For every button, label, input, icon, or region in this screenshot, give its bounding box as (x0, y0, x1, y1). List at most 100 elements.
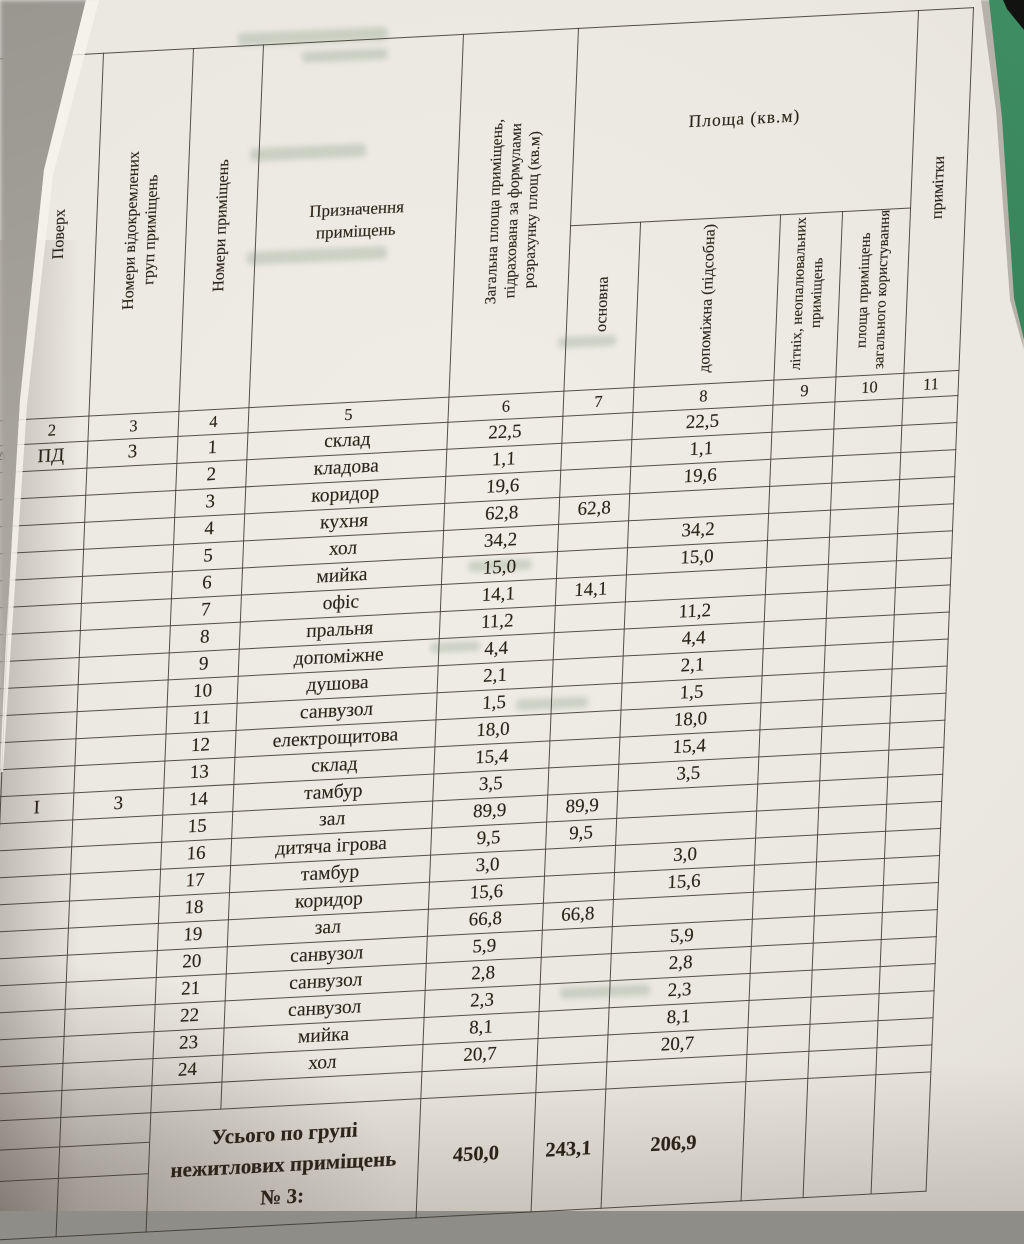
cell-notes (888, 720, 945, 751)
cell-summer-area (749, 970, 813, 1001)
cell-summer-area (741, 1078, 808, 1201)
cell-floor (0, 1117, 61, 1241)
cell-room-number: 1 (176, 432, 248, 464)
cell-summer-area (762, 645, 826, 676)
header-purpose: Призначення приміщень (248, 34, 464, 408)
cell-summer-area (752, 888, 816, 920)
cell-room-number: 22 (154, 1000, 226, 1032)
cell-notes (882, 882, 939, 913)
header-common-area: площа приміщень загального користування (835, 207, 911, 377)
cell-notes (898, 476, 955, 507)
cell-floor (0, 846, 72, 878)
cell-floor (8, 576, 83, 608)
cell-room-number: 21 (155, 973, 227, 1005)
cell-common-area (828, 533, 898, 565)
header-total-area-label: Загальна площа приміщень, підрахована за… (481, 118, 544, 305)
cell-floor (5, 657, 80, 689)
cell-common-area (829, 506, 899, 538)
cell-notes (891, 666, 948, 697)
cell-notes (879, 963, 936, 994)
cell-main-area (553, 628, 625, 660)
cell-common-area (824, 641, 894, 673)
cell-room-number: 7 (170, 595, 242, 626)
cell-common-area (816, 831, 886, 862)
column-number: 9 (772, 376, 836, 406)
cell-notes (881, 909, 938, 940)
cell-room-number: 9 (168, 649, 240, 680)
cell-notes (901, 395, 958, 426)
cell-room-number: 4 (173, 513, 245, 545)
cell-notes (896, 530, 953, 561)
cell-main-area (554, 601, 626, 633)
cell-room-number: 19 (157, 919, 229, 951)
cell-floor (11, 495, 86, 527)
cell-summer-area (761, 672, 825, 703)
totals-aux-area: 206,9 (601, 1081, 746, 1209)
cell-notes (892, 639, 949, 669)
cell-floor (7, 603, 82, 635)
cell-main-area (561, 412, 633, 444)
cell-room-number: 12 (164, 730, 237, 762)
header-main-area: основна (563, 222, 641, 392)
cell-summer-area (753, 861, 817, 893)
cell-summer-area (766, 537, 830, 568)
header-floor-label: Поверх (50, 208, 70, 260)
cell-floor (0, 1063, 63, 1095)
header-aux-area: допоміжна (підсобна) (633, 214, 781, 388)
cell-floor (0, 982, 67, 1014)
cell-summer-area (770, 429, 834, 460)
premises-area-table: Поверх Номери відокремлених груп приміще… (0, 7, 974, 1244)
cell-summer-area (769, 456, 833, 487)
cell-room-number: 8 (169, 622, 241, 653)
cell-main-area (551, 683, 623, 714)
cell-notes (886, 774, 943, 805)
cell-common-area (823, 668, 893, 700)
header-notes-label: примітки (928, 155, 949, 221)
cell-main-area (537, 1007, 610, 1039)
document-photo: Поверх Номери відокремлених груп приміще… (0, 7, 974, 1244)
cell-notes (887, 747, 944, 778)
cell-summer-area (764, 591, 828, 622)
cell-main-area (560, 439, 632, 471)
header-summer-area-label: літніх, неопалювальних приміщень (787, 216, 827, 371)
header-summer-area: літніх, неопалювальних приміщень (773, 211, 843, 381)
cell-notes (880, 936, 937, 967)
cell-main-area: 89,9 (546, 791, 618, 823)
cell-common-area (814, 885, 884, 917)
cell-main-area (544, 845, 616, 877)
cell-summer-area (763, 618, 827, 649)
cell-common-area (815, 858, 885, 889)
cell-floor (0, 765, 75, 797)
cell-room-number: 13 (163, 757, 235, 789)
cell-main-area (556, 547, 628, 579)
cell-notes (884, 828, 941, 859)
cell-summer-area (751, 916, 815, 947)
header-area-group: Площа (кв.м) (570, 10, 919, 226)
cell-notes (883, 855, 940, 886)
cell-main-area: 14,1 (555, 574, 627, 606)
cell-summer-area (754, 834, 818, 866)
column-number: 7 (562, 387, 634, 417)
cell-common-area (827, 560, 897, 592)
cell-summer-area (747, 997, 812, 1028)
cell-floor (0, 955, 68, 987)
cell-common-area (812, 939, 882, 971)
header-group-numbers: Номери відокремлених груп приміщень (88, 48, 194, 417)
cell-floor (10, 522, 85, 554)
cell-summer-area (768, 483, 832, 514)
cell-floor (4, 684, 79, 716)
cell-common-area (813, 912, 883, 944)
totals-total-area: 450,0 (416, 1092, 536, 1218)
cell-common-area (831, 452, 901, 484)
cell-room-number: 23 (152, 1027, 225, 1059)
cell-summer-area (759, 699, 824, 730)
cell-main-area (539, 980, 611, 1012)
cell-room-number: 3 (174, 486, 246, 518)
cell-common-area (803, 1074, 876, 1198)
cell-floor: I (0, 792, 74, 824)
cell-common-area (811, 966, 881, 998)
cell-notes (893, 611, 950, 642)
cell-main-area: 62,8 (558, 493, 630, 525)
cell-room-number: 17 (159, 865, 231, 897)
cell-room-number: 18 (158, 892, 230, 924)
